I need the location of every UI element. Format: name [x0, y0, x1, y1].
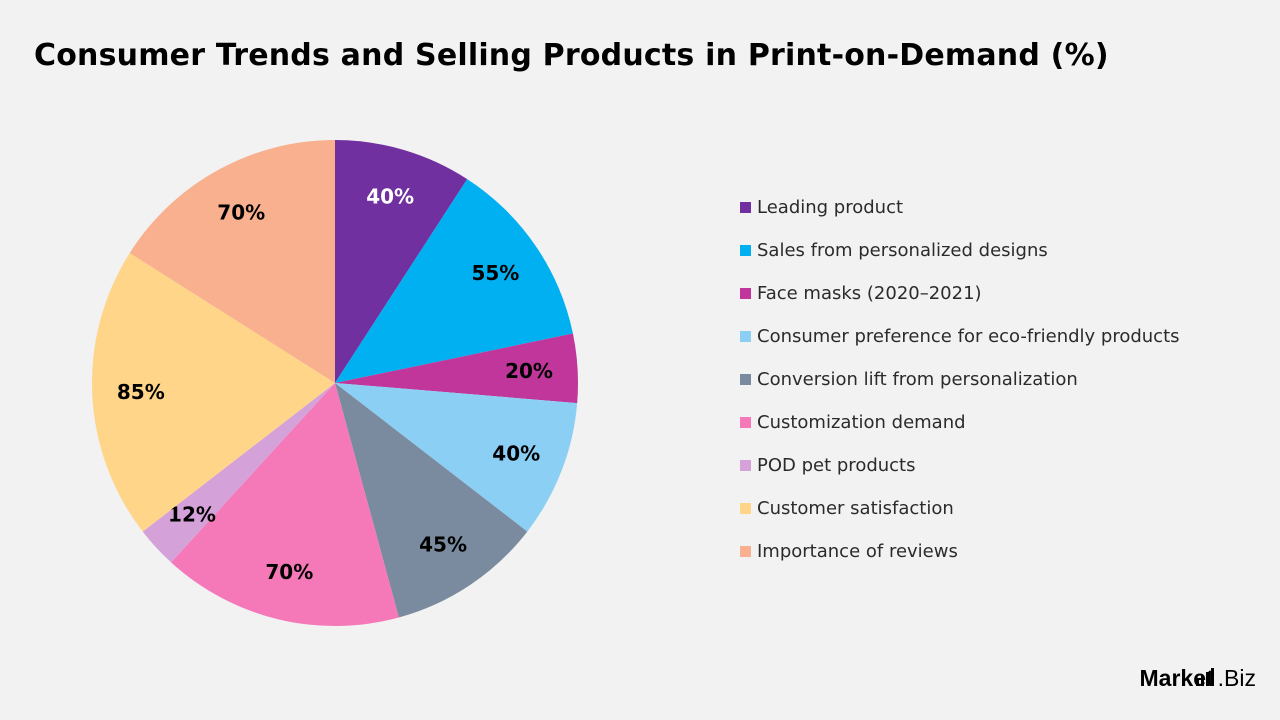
legend-item: Sales from personalized designs — [740, 229, 1180, 272]
bar-chart-icon — [1195, 668, 1216, 686]
marketbiz-logo: Market .Biz — [1140, 665, 1257, 706]
legend-swatch — [740, 374, 751, 385]
data-label: 55% — [471, 261, 519, 285]
pie-slice — [335, 333, 578, 404]
legend-label: Leading product — [757, 197, 904, 218]
legend-item: POD pet products — [740, 444, 1180, 487]
data-label: 70% — [265, 560, 313, 584]
pie-slice — [171, 383, 399, 626]
legend-label: Conversion lift from personalization — [757, 369, 1078, 390]
legend-label: Sales from personalized designs — [757, 240, 1048, 261]
data-label: 40% — [492, 441, 540, 465]
legend-swatch — [740, 288, 751, 299]
data-label: 12% — [168, 503, 216, 527]
pie-slice — [335, 179, 573, 383]
pie-slice — [335, 383, 578, 532]
legend-swatch — [740, 460, 751, 471]
legend-label: Customer satisfaction — [757, 498, 954, 519]
legend-item: Conversion lift from personalization — [740, 358, 1180, 401]
legend-swatch — [740, 417, 751, 428]
legend-swatch — [740, 245, 751, 256]
legend-label: Customization demand — [757, 412, 966, 433]
logo-text-suffix: .Biz — [1217, 665, 1256, 691]
legend-item: Leading product — [740, 186, 1180, 229]
pie-slice — [335, 140, 468, 383]
pie-slice — [129, 140, 335, 383]
legend-label: Importance of reviews — [757, 541, 958, 562]
legend-label: POD pet products — [757, 455, 916, 476]
data-label: 85% — [117, 380, 165, 404]
data-label: 40% — [366, 185, 414, 209]
legend-swatch — [740, 202, 751, 213]
legend-item: Importance of reviews — [740, 530, 1180, 573]
legend-item: Consumer preference for eco-friendly pro… — [740, 315, 1180, 358]
legend-label: Face masks (2020–2021) — [757, 283, 982, 304]
legend-label: Consumer preference for eco-friendly pro… — [757, 326, 1180, 347]
pie-slice — [335, 383, 528, 618]
data-label: 20% — [505, 359, 553, 383]
pie-slice — [142, 383, 335, 563]
legend-item: Customer satisfaction — [740, 487, 1180, 530]
legend-swatch — [740, 331, 751, 342]
data-label: 70% — [217, 201, 265, 225]
data-label: 45% — [419, 533, 467, 557]
legend-item: Face masks (2020–2021) — [740, 272, 1180, 315]
legend-item: Customization demand — [740, 401, 1180, 444]
chart-legend: Leading product Sales from personalized d… — [740, 186, 1180, 573]
chart-title: Consumer Trends and Selling Products in … — [34, 38, 1109, 73]
pie-slice — [91, 253, 336, 532]
legend-swatch — [740, 503, 751, 514]
legend-swatch — [740, 546, 751, 557]
